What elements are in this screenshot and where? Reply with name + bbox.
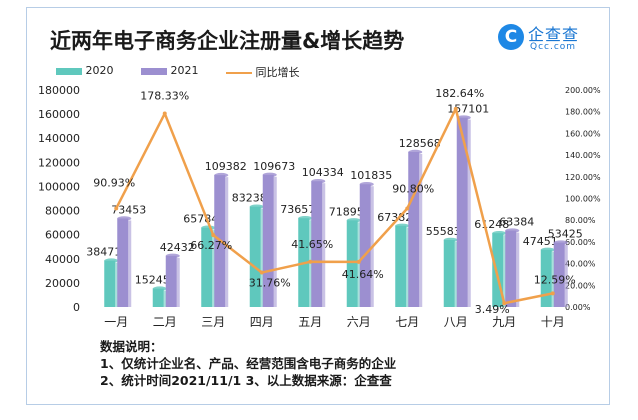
notes-line-1: 1、仅统计企业名、产品、经营范围含电子商务的企业 — [100, 356, 397, 371]
qcc-logo-domain: Qcc.com — [530, 42, 577, 52]
notes-line-2: 2、统计时间2021/11/1 3、以上数据来源：企查查 — [100, 373, 392, 388]
legend-swatch-growth — [226, 72, 252, 74]
qcc-logo: C 企查查 Qcc.com — [498, 20, 588, 60]
legend-item-2021: 2021 — [141, 64, 199, 77]
legend-swatch-2021 — [141, 67, 167, 75]
notes-heading: 数据说明： — [100, 339, 163, 354]
legend-label-2020: 2020 — [85, 64, 114, 77]
legend-swatch-2020 — [56, 67, 82, 75]
legend-item-growth: 同比增长 — [226, 64, 300, 80]
qcc-logo-name: 企查查 — [528, 25, 580, 44]
legend-label-2021: 2021 — [170, 64, 199, 77]
qcc-logo-icon: C — [498, 24, 524, 50]
legend-item-2020: 2020 — [56, 64, 114, 77]
legend-label-growth: 同比增长 — [255, 66, 300, 79]
data-notes: 数据说明： 1、仅统计企业名、产品、经营范围含电子商务的企业 2、统计时间202… — [100, 338, 396, 389]
chart-title: 近两年电子商务企业注册量&增长趋势 — [50, 29, 405, 53]
